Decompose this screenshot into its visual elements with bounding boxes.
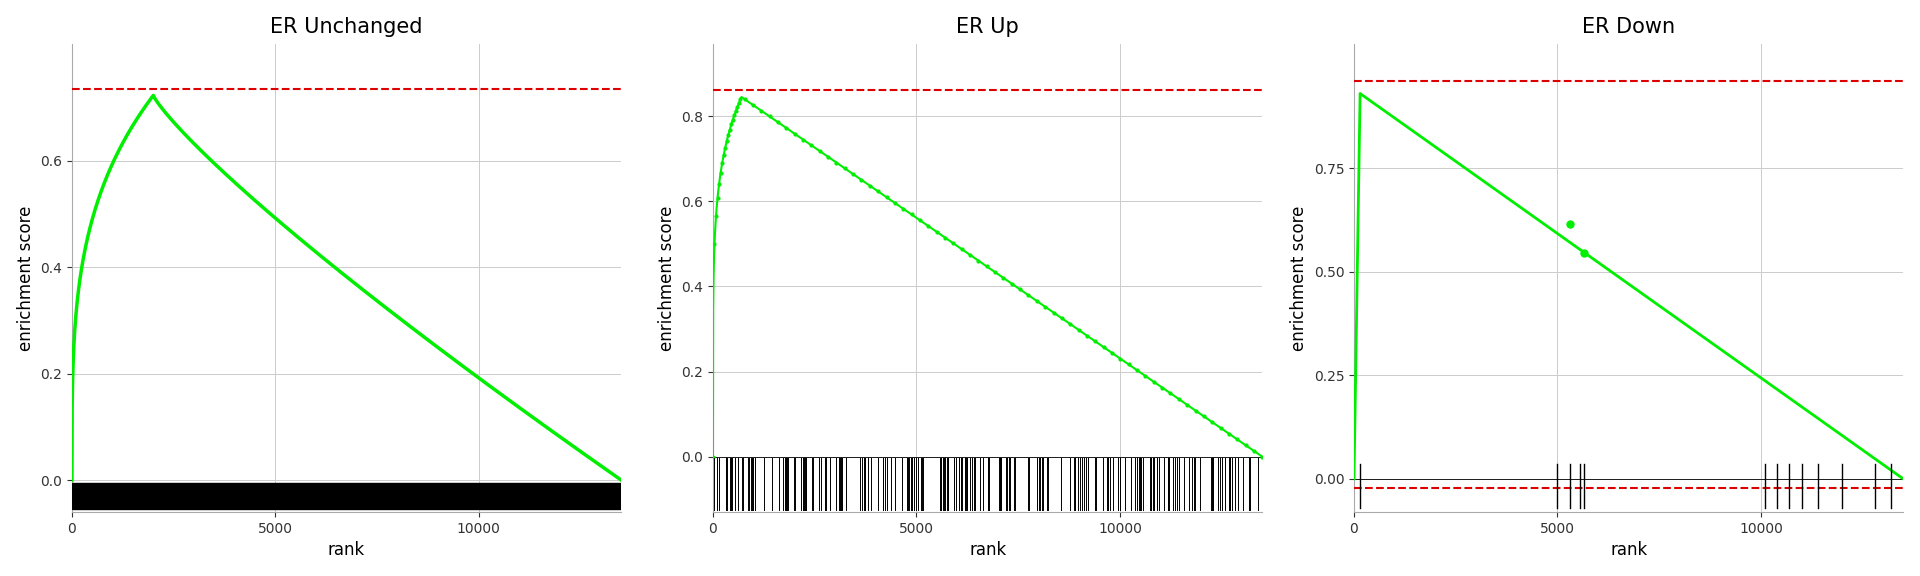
Bar — [71, 483, 622, 509]
X-axis label: rank: rank — [1611, 541, 1647, 559]
X-axis label: rank: rank — [970, 541, 1006, 559]
Y-axis label: enrichment score: enrichment score — [1290, 205, 1308, 351]
Title: ER Down: ER Down — [1582, 17, 1676, 37]
Title: ER Up: ER Up — [956, 17, 1020, 37]
Y-axis label: enrichment score: enrichment score — [659, 205, 676, 351]
Title: ER Unchanged: ER Unchanged — [271, 17, 422, 37]
X-axis label: rank: rank — [328, 541, 365, 559]
Y-axis label: enrichment score: enrichment score — [17, 205, 35, 351]
